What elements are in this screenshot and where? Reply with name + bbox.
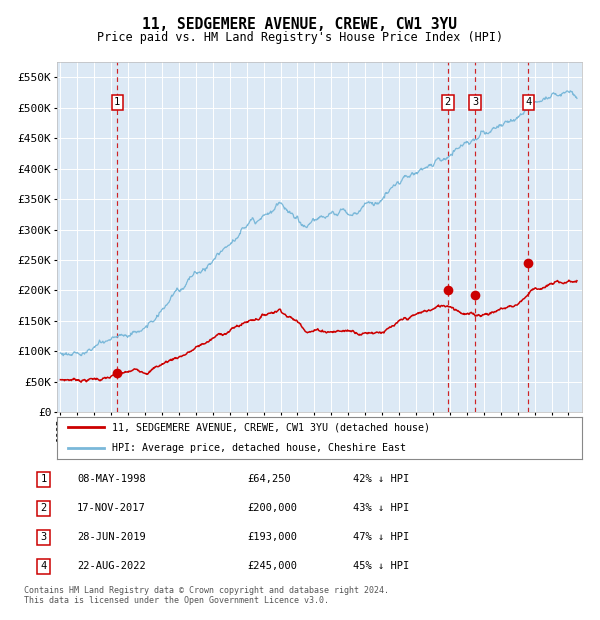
- Text: 43% ↓ HPI: 43% ↓ HPI: [353, 503, 409, 513]
- Text: 22-AUG-2022: 22-AUG-2022: [77, 562, 146, 572]
- Text: 4: 4: [526, 97, 532, 107]
- Text: 42% ↓ HPI: 42% ↓ HPI: [353, 474, 409, 484]
- Text: Price paid vs. HM Land Registry's House Price Index (HPI): Price paid vs. HM Land Registry's House …: [97, 31, 503, 43]
- Text: 3: 3: [40, 533, 47, 542]
- Text: 1: 1: [40, 474, 47, 484]
- Text: £245,000: £245,000: [247, 562, 297, 572]
- Text: 17-NOV-2017: 17-NOV-2017: [77, 503, 146, 513]
- Text: 08-MAY-1998: 08-MAY-1998: [77, 474, 146, 484]
- Text: 47% ↓ HPI: 47% ↓ HPI: [353, 533, 409, 542]
- Text: £64,250: £64,250: [247, 474, 291, 484]
- Text: Contains HM Land Registry data © Crown copyright and database right 2024.
This d: Contains HM Land Registry data © Crown c…: [24, 586, 389, 605]
- Text: 4: 4: [40, 562, 47, 572]
- Text: 45% ↓ HPI: 45% ↓ HPI: [353, 562, 409, 572]
- Text: 3: 3: [472, 97, 478, 107]
- Text: 1: 1: [114, 97, 121, 107]
- Text: 11, SEDGEMERE AVENUE, CREWE, CW1 3YU: 11, SEDGEMERE AVENUE, CREWE, CW1 3YU: [143, 17, 458, 32]
- Text: HPI: Average price, detached house, Cheshire East: HPI: Average price, detached house, Ches…: [112, 443, 406, 453]
- Text: £193,000: £193,000: [247, 533, 297, 542]
- Text: 11, SEDGEMERE AVENUE, CREWE, CW1 3YU (detached house): 11, SEDGEMERE AVENUE, CREWE, CW1 3YU (de…: [112, 422, 430, 432]
- Text: 2: 2: [445, 97, 451, 107]
- Text: £200,000: £200,000: [247, 503, 297, 513]
- Text: 28-JUN-2019: 28-JUN-2019: [77, 533, 146, 542]
- Text: 2: 2: [40, 503, 47, 513]
